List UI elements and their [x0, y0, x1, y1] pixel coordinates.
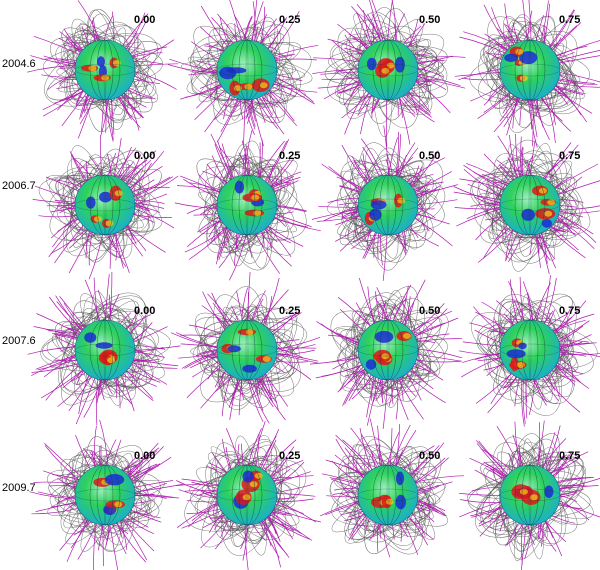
stellar-surface	[358, 40, 418, 100]
stellar-surface	[217, 175, 277, 235]
field-map-panel	[172, 275, 322, 425]
rotation-phase-label: 0.50	[419, 150, 440, 162]
rotation-phase-label: 0.75	[559, 450, 580, 462]
field-map-panel	[313, 275, 463, 425]
rotation-phase-label: 0.00	[134, 450, 155, 462]
field-map-panel	[455, 275, 600, 425]
rotation-phase-label: 0.25	[279, 305, 300, 317]
rotation-phase-label: 0.00	[134, 14, 155, 26]
stellar-surface	[500, 175, 560, 235]
field-map-panel	[30, 0, 180, 145]
stellar-surface	[75, 175, 135, 235]
field-map-panel	[313, 420, 463, 570]
rotation-phase-label: 0.25	[279, 450, 300, 462]
stellar-surface	[358, 175, 418, 235]
stellar-surface	[217, 40, 277, 100]
rotation-phase-label: 0.75	[559, 150, 580, 162]
stellar-surface	[75, 320, 135, 380]
stellar-surface	[217, 320, 277, 380]
field-map-panel	[30, 420, 180, 570]
stellar-surface	[358, 320, 418, 380]
rotation-phase-label: 0.75	[559, 14, 580, 26]
rotation-phase-label: 0.00	[134, 305, 155, 317]
field-map-panel	[30, 130, 180, 280]
stellar-surface	[500, 320, 560, 380]
rotation-phase-label: 0.25	[279, 14, 300, 26]
field-map-panel	[30, 275, 180, 425]
stellar-surface	[75, 40, 135, 100]
field-map-panel	[172, 420, 322, 570]
rotation-phase-label: 0.50	[419, 450, 440, 462]
stellar-surface	[75, 465, 135, 525]
stellar-surface	[500, 40, 560, 100]
rotation-phase-label: 0.50	[419, 14, 440, 26]
field-map-panel	[313, 130, 463, 280]
stellar-surface	[358, 465, 418, 525]
rotation-phase-label: 0.50	[419, 305, 440, 317]
rotation-phase-label: 0.25	[279, 150, 300, 162]
field-map-panel	[313, 0, 463, 145]
rotation-phase-label: 0.75	[559, 305, 580, 317]
stellar-surface	[217, 465, 277, 525]
rotation-phase-label: 0.00	[134, 150, 155, 162]
stellar-surface	[500, 465, 560, 525]
field-map-panel	[455, 420, 600, 570]
